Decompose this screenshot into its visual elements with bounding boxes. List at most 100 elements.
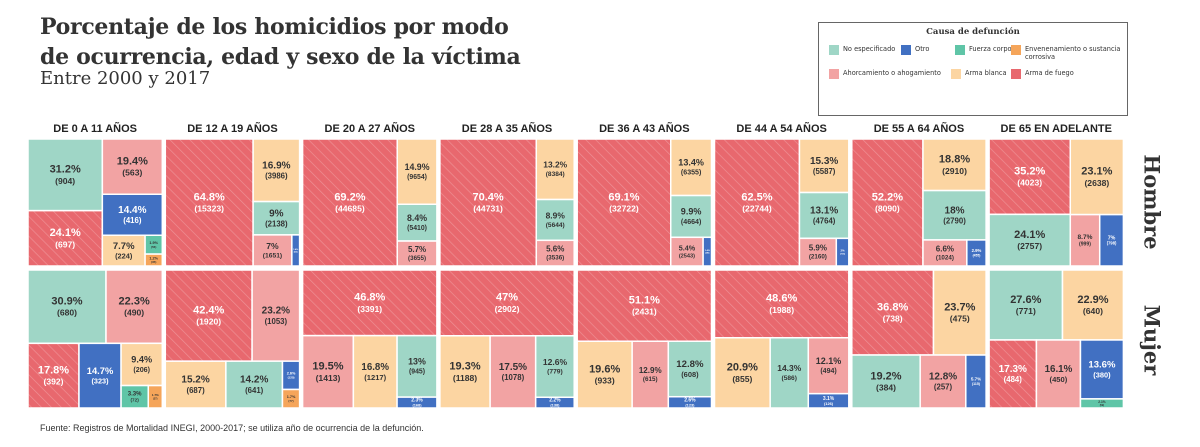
cell-percent: 13.6% — [1088, 360, 1116, 371]
cell-percent: 15.2% — [181, 375, 209, 386]
cell-count: (2910) — [942, 166, 967, 176]
cell-percent: 16.1% — [1045, 364, 1073, 375]
cell-mujer-af: 42.4%(1920) — [164, 269, 253, 362]
cell-hombre-ne: 9%(2138) — [252, 200, 301, 236]
cell-mujer-af: 17.3%(484) — [988, 339, 1038, 409]
row-label-mujer: Mujer — [1140, 305, 1165, 376]
legend-swatch-otro — [901, 45, 911, 55]
cell-count: (798) — [1107, 241, 1117, 246]
cell-mujer-af: 46.8%(3391) — [301, 269, 438, 337]
cell-mujer-otro: 2.6%(120) — [281, 360, 301, 391]
cell-percent: 12.6% — [543, 357, 568, 367]
cell-count: (608) — [681, 370, 699, 379]
legend-title: Causa de defunción — [926, 27, 1020, 37]
cell-hatch — [302, 139, 398, 266]
cell-count: (2902) — [495, 304, 520, 314]
cell-rect — [919, 354, 967, 409]
cell-count: (586) — [782, 375, 797, 382]
age-group-header: DE 28 A 35 AÑOS — [462, 122, 552, 135]
cell-percent: 1.4% — [705, 249, 710, 252]
cell-rect — [396, 396, 438, 409]
age-group-header: DE 0 A 11 AÑOS — [53, 122, 137, 135]
cell-percent: 8.9% — [546, 210, 566, 220]
legend-item-ne: No especificado — [829, 45, 899, 55]
chart-title-line1: Porcentaje de los homicidios por modo — [40, 14, 509, 40]
cell-count: (115) — [972, 382, 980, 386]
age-group-6: DE 44 A 54 AÑOS62.5%(22744)15.3%(5587)13… — [713, 122, 850, 409]
age-group-header: DE 44 A 54 AÑOS — [736, 122, 826, 135]
cell-count: (380) — [1093, 370, 1111, 379]
cell-mujer-ah: 12.8%(257) — [919, 354, 967, 409]
cell-hombre-ne: 24.1%(2757) — [988, 213, 1072, 267]
cell-count: (1988) — [769, 305, 794, 315]
cell-rect — [120, 342, 164, 387]
cell-hatch — [302, 270, 437, 336]
cell-percent: 14.2% — [240, 375, 268, 386]
age-group-header: DE 36 A 43 AÑOS — [599, 122, 689, 135]
cell-rect — [576, 340, 633, 409]
cell-count: (168) — [412, 403, 422, 408]
age-group-header: DE 20 A 27 AÑOS — [325, 122, 415, 135]
cell-count: (72) — [130, 398, 139, 403]
cell-mujer-ab: 16.8%(1217) — [352, 334, 398, 409]
cell-percent: 23.2% — [262, 306, 290, 317]
cell-count: (1920) — [196, 317, 221, 327]
cell-percent: 1.9% — [149, 241, 158, 245]
cell-percent: 46.8% — [354, 292, 385, 304]
cell-hatch — [989, 139, 1071, 215]
cell-rect — [667, 340, 713, 398]
cell-percent: 9% — [269, 208, 284, 219]
cell-percent: 8.7% — [1078, 234, 1093, 241]
cell-percent: 1.7% — [287, 395, 296, 399]
cell-hombre-ne: 9.9% (4664) — [669, 194, 713, 239]
cell-count: (455) — [973, 253, 981, 257]
cell-count: (15323) — [194, 204, 224, 214]
cell-rect — [835, 237, 850, 267]
cell-percent: 13.4% — [678, 158, 704, 168]
cell-count: (9654) — [407, 174, 427, 181]
cell-rect — [1079, 398, 1125, 409]
cell-percent: 8.4% — [407, 213, 427, 223]
legend-item-fc: Fuerza corporal — [955, 45, 1035, 55]
cell-percent: 19.4% — [117, 155, 148, 167]
cell-rect — [669, 194, 713, 239]
cell-hombre-ah: 6.6% (1024) — [922, 239, 968, 267]
cell-hombre-ah: 5.9%(2160) — [798, 237, 838, 267]
cell-percent: 31.2% — [50, 164, 81, 176]
cell-hombre-otro: 14.4%(416) — [101, 193, 164, 236]
cell-mujer-ah: 23.2%(1053) — [251, 269, 301, 362]
cell-percent: 2% — [841, 249, 846, 253]
cell-rect — [1079, 339, 1125, 400]
legend-label-ne: No especificado — [843, 45, 896, 53]
cell-hombre-ne: 8.4% (5410) — [396, 203, 438, 242]
cell-hatch — [851, 139, 923, 266]
cell-count: (2160) — [809, 254, 827, 261]
cell-percent: 7% — [266, 241, 279, 251]
cell-count: (59) — [1100, 404, 1105, 407]
cell-rect — [922, 189, 987, 241]
cell-percent: 24.1% — [50, 227, 81, 239]
cell-count: (6355) — [681, 170, 701, 177]
cell-hombre-af: 64.8%(15323) — [164, 138, 254, 267]
legend-swatch-af — [1011, 69, 1021, 79]
legend: Causa de defunción No especificado Otro Fu… — [818, 22, 1128, 116]
cell-hatch — [28, 210, 103, 266]
cell-mujer-ne: 12.6% (779) — [534, 335, 575, 399]
cell-count: (475) — [950, 314, 970, 324]
cell-hombre-ab: 13.2%(8384) — [535, 138, 575, 201]
cell-count: (206) — [133, 366, 150, 374]
cell-percent: 1.2% — [149, 256, 158, 260]
cell-percent: 36.8% — [877, 301, 908, 313]
cell-mujer-otro: 2.3%(168) — [396, 396, 438, 409]
cell-hombre-ah: 5.6%(3536) — [535, 239, 575, 267]
age-group-header: DE 55 A 64 AÑOS — [874, 122, 964, 135]
cell-percent: 52.2% — [872, 191, 903, 203]
cell-rect — [713, 336, 771, 409]
cell-hombre-ne: 31.2%(904) — [27, 138, 104, 212]
cell-count: (641) — [245, 386, 264, 395]
cell-rect — [225, 360, 284, 409]
cell-percent: 16.9% — [262, 160, 290, 171]
cell-count: (22744) — [742, 204, 772, 214]
cell-mujer-ah: 12.1% (494) — [807, 336, 850, 395]
cell-hombre-ah: 19.4%(563) — [101, 138, 164, 195]
